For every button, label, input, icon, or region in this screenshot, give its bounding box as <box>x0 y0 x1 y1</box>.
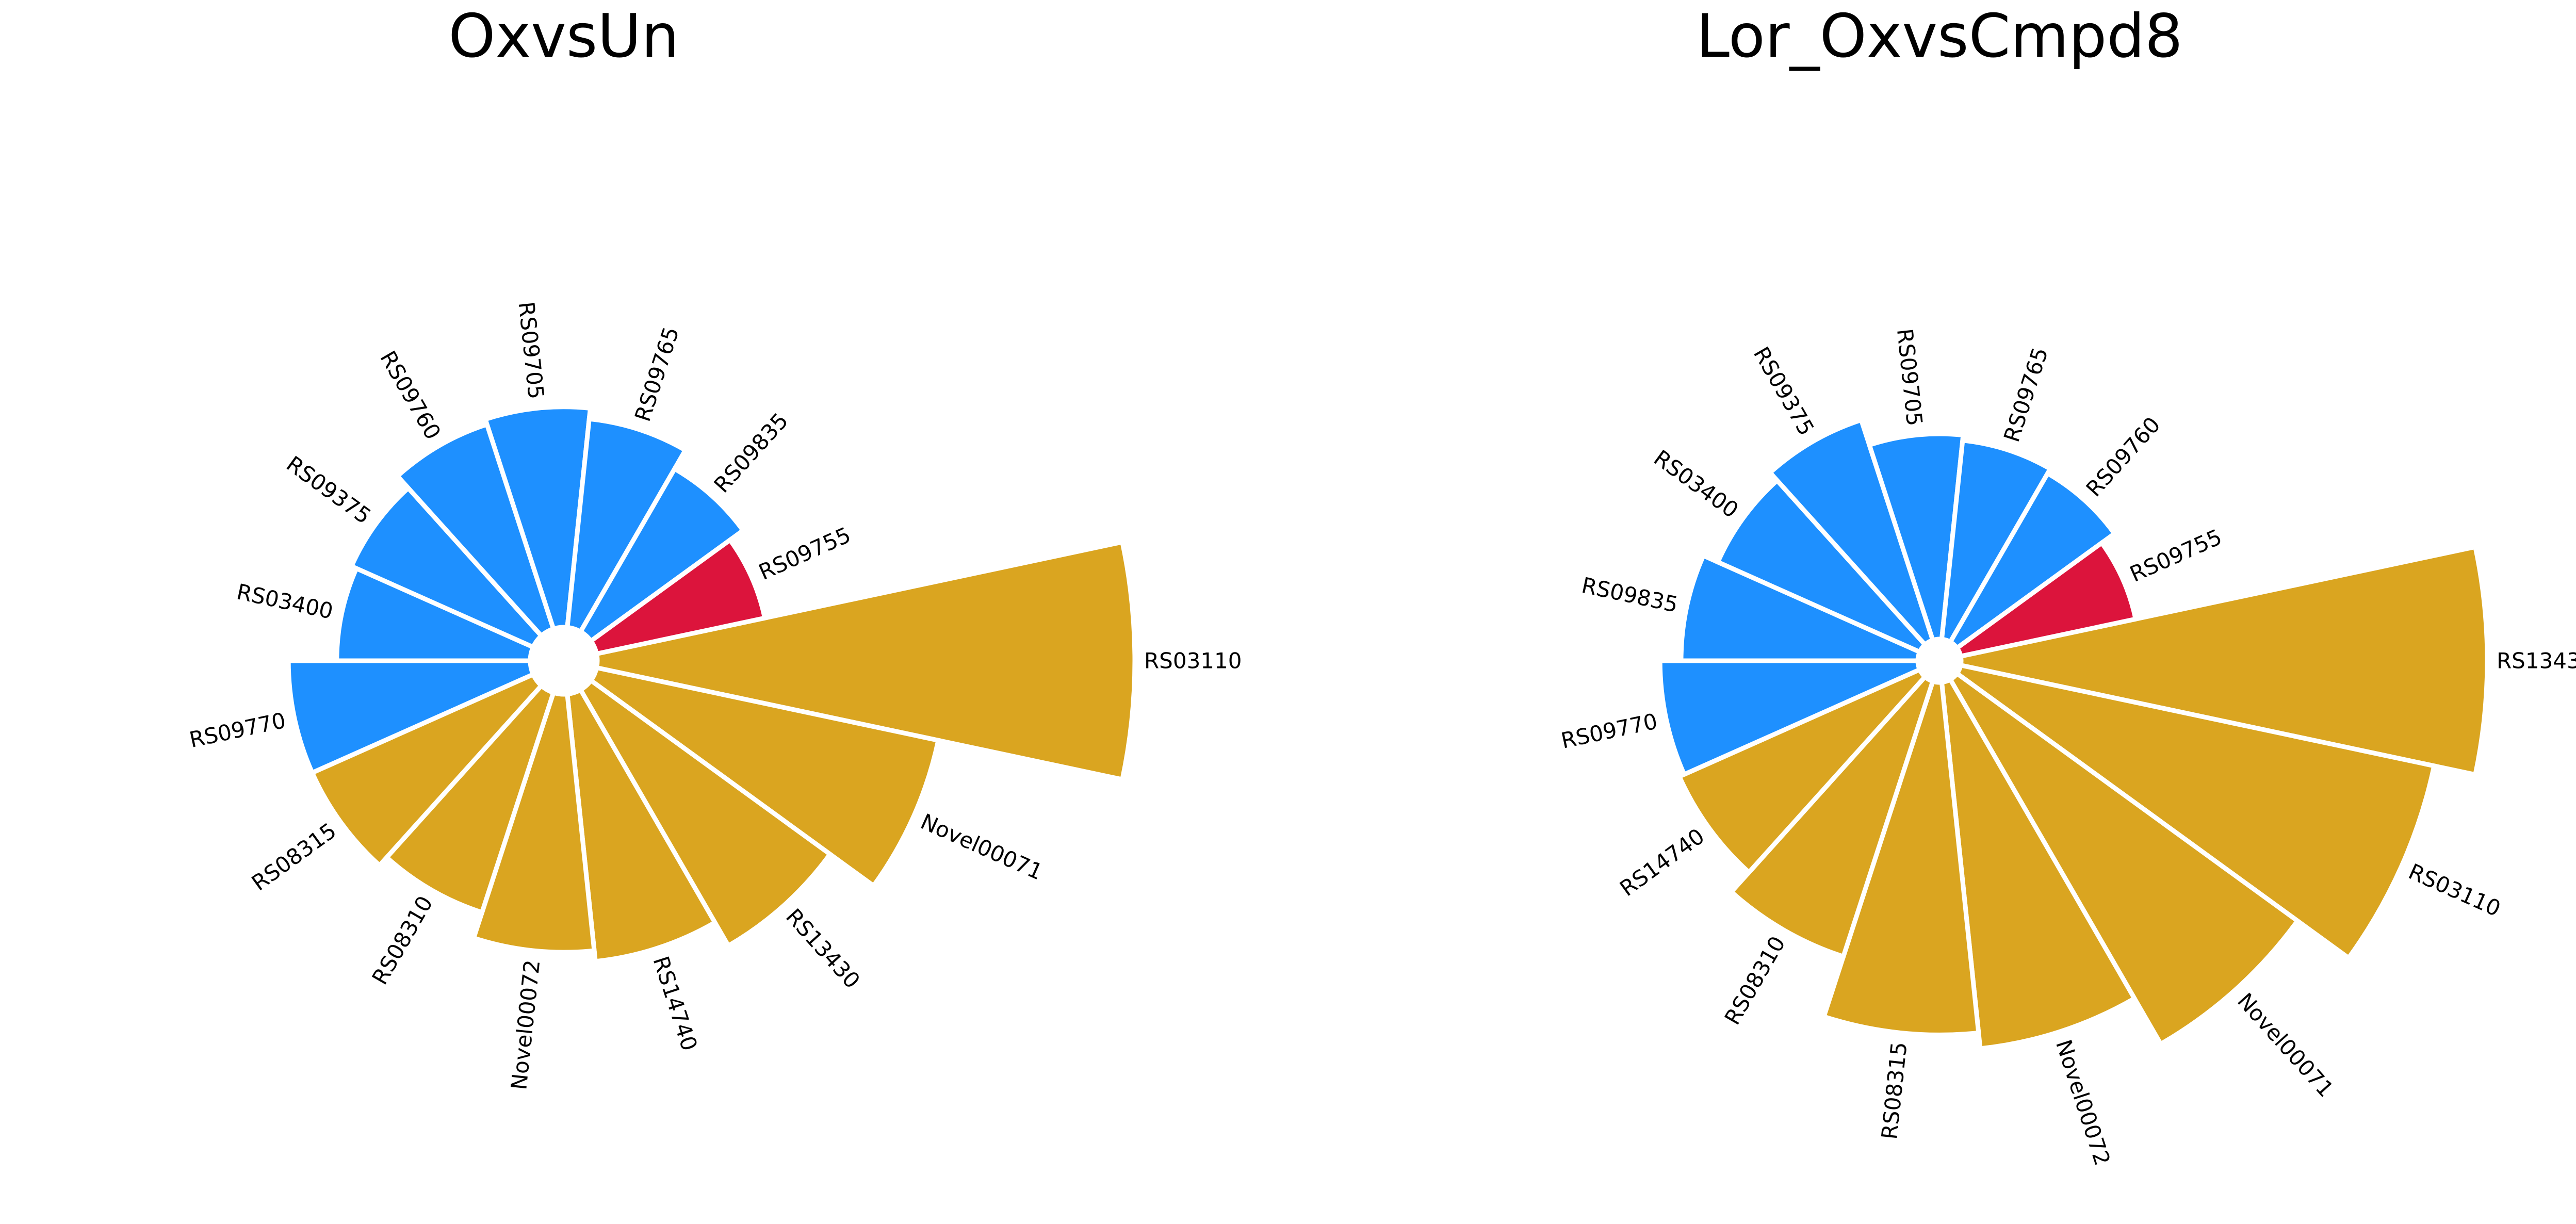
panel-oxvsun: OxvsUn RS03110 Novel00071 RS13430 RS14740 No… <box>187 2 1242 1091</box>
bar-label-rs13430: RS13430 <box>781 904 865 993</box>
wedge-rs09375 <box>1767 417 1936 648</box>
wedge-rs09765 <box>564 416 689 635</box>
wedge-rs09705 <box>482 404 593 632</box>
wedge-group <box>286 404 1137 964</box>
wedge-novel00072 <box>470 690 597 955</box>
bar-label-rs03400: RS03400 <box>234 579 335 624</box>
wedge-rs09705 <box>1866 431 1966 643</box>
wedge-rs09835 <box>577 465 746 645</box>
bar-label-rs09835: RS09835 <box>709 408 793 498</box>
wedge-rs09760 <box>1947 470 2118 651</box>
bar-label-rs09835: RS09835 <box>1579 573 1681 617</box>
bar-label-rs09755: RS09755 <box>755 522 854 585</box>
bar-label-rs09765: RS09765 <box>630 324 684 425</box>
bar-label-rs03400: RS03400 <box>1649 445 1743 523</box>
bar-label-novel00072: Novel00072 <box>2051 1037 2115 1169</box>
wedge-rs14740 <box>564 687 719 964</box>
bar-label-rs13430: RS13430 <box>2497 648 2576 674</box>
wedge-rs09755 <box>588 536 768 657</box>
panel-title-lor-oxvscmpd8: Lor_OxvsCmpd8 <box>1696 2 2182 71</box>
wedge-rs03110 <box>594 539 1137 782</box>
wedge-rs03400 <box>1715 477 1929 655</box>
bar-label-rs09760: RS09760 <box>375 347 446 444</box>
wedge-rs09760 <box>394 421 557 640</box>
wedge-rs09770 <box>286 658 536 776</box>
bar-label-rs09765: RS09765 <box>1999 345 2053 445</box>
wedge-rs08310 <box>383 682 557 916</box>
panel-lor-oxvscmpd8: Lor_OxvsCmpd8 RS13430 RS03110 Novel00071 No… <box>1559 2 2576 1168</box>
bar-label-rs09705: RS09705 <box>513 301 549 401</box>
bar-label-rs08310: RS08310 <box>1720 932 1790 1030</box>
bar-label-rs08315: RS08315 <box>247 818 341 896</box>
bar-label-novel00071: Novel00071 <box>2232 988 2339 1102</box>
bar-label-rs09770: RS09770 <box>1559 708 1660 753</box>
bar-label-rs09760: RS09760 <box>2081 412 2165 502</box>
bar-label-rs09375: RS09375 <box>1749 342 1819 440</box>
wedge-rs09765 <box>1939 437 2053 645</box>
bar-label-rs08315: RS08315 <box>1877 1041 1912 1141</box>
wedge-rs09375 <box>348 484 545 650</box>
bar-label-rs09755: RS09755 <box>2126 524 2226 587</box>
wedge-rs13430 <box>577 677 834 949</box>
wedge-rs03400 <box>334 565 536 663</box>
wedge-rs09755 <box>1953 540 2139 659</box>
bar-label-rs03110: RS03110 <box>1144 648 1242 674</box>
panel-title-oxvsun: OxvsUn <box>448 2 679 71</box>
bar-label-rs09705: RS09705 <box>1892 328 1928 428</box>
wedge-group <box>1657 417 2490 1051</box>
bar-label-rs09770: RS09770 <box>187 708 288 753</box>
wedge-rs09770 <box>1657 658 1923 778</box>
bar-label-rs09375: RS09375 <box>282 451 376 529</box>
wedge-rs08310 <box>1728 673 1936 960</box>
wedge-rs08315 <box>309 671 545 869</box>
bar-label-rs14740: RS14740 <box>648 953 702 1054</box>
wedge-novel00071 <box>588 665 941 889</box>
bar-label-rs03110: RS03110 <box>2405 859 2504 922</box>
bar-label-rs14740: RS14740 <box>1615 823 1709 901</box>
bar-label-novel00072: Novel00072 <box>506 958 545 1091</box>
bar-label-novel00071: Novel00071 <box>917 809 1047 885</box>
bar-label-rs08310: RS08310 <box>367 892 438 989</box>
wedge-rs09835 <box>1678 552 1923 663</box>
wedge-rs14740 <box>1676 666 1929 876</box>
